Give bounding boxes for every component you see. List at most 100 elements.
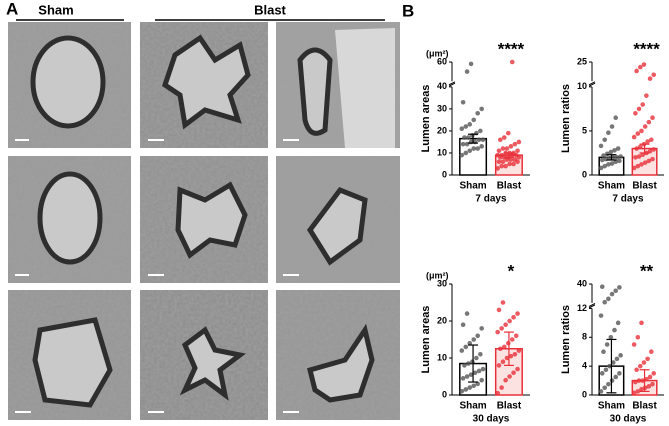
data-point (480, 137, 486, 143)
data-point (602, 385, 608, 391)
data-point (640, 152, 646, 158)
data-point (471, 146, 477, 151)
data-point (504, 355, 510, 361)
data-point (507, 374, 512, 379)
data-point (466, 135, 471, 140)
data-point (505, 340, 511, 346)
data-point (508, 144, 514, 149)
data-point (615, 320, 621, 326)
x-axis-label: 30 days (473, 414, 510, 425)
micrograph (8, 22, 131, 148)
data-point (479, 144, 484, 149)
data-point (475, 111, 481, 116)
data-point (471, 337, 477, 342)
y-tick-label: 25 (577, 56, 587, 66)
data-point (499, 152, 504, 158)
data-point (511, 161, 516, 167)
data-point (500, 146, 506, 151)
data-point (463, 387, 469, 392)
data-point (464, 69, 470, 74)
data-point (464, 311, 470, 316)
data-point (472, 370, 478, 376)
x-axis-label: 30 days (610, 414, 647, 425)
x-tick-label: Sham (598, 181, 625, 192)
data-point (460, 99, 466, 105)
y-axis-label: Lumen ratios (560, 305, 572, 374)
y-tick-label: 4 (582, 361, 587, 371)
micrograph (276, 290, 400, 420)
data-point (648, 349, 654, 355)
data-point (512, 141, 518, 147)
data-point (651, 147, 657, 152)
data-point (495, 390, 500, 396)
data-point (645, 139, 650, 144)
y-axis-label: Lumen ratios (560, 84, 572, 153)
data-point (478, 352, 483, 357)
y-tick-label: 30 (437, 278, 447, 288)
data-point (606, 381, 611, 387)
data-point (460, 322, 466, 328)
data-point (602, 299, 608, 305)
data-point (646, 119, 652, 125)
data-point (636, 378, 642, 383)
data-point (637, 64, 643, 70)
data-point (478, 128, 483, 134)
data-point (468, 61, 474, 67)
y-tick-label: 30 (437, 103, 447, 113)
data-point (499, 326, 504, 331)
data-point (467, 122, 473, 127)
data-point (607, 155, 612, 161)
data-point (609, 161, 615, 166)
axis-break (448, 82, 456, 87)
data-point (509, 59, 515, 65)
data-point (617, 285, 622, 290)
micrographs (8, 22, 400, 420)
data-point (617, 371, 622, 376)
data-point (609, 124, 615, 129)
data-point (636, 154, 642, 159)
data-point (459, 389, 465, 394)
data-point (598, 313, 604, 318)
data-point (603, 367, 609, 373)
data-point (610, 360, 616, 365)
data-point (647, 148, 653, 154)
axis-break (588, 82, 596, 87)
data-point (463, 124, 469, 129)
data-point (496, 307, 502, 313)
data-point (613, 288, 619, 294)
y-tick-label: 0 (442, 169, 447, 179)
data-point (503, 163, 508, 169)
data-point (613, 115, 619, 121)
data-point (467, 340, 473, 346)
y-tick-label: 40 (437, 81, 447, 91)
data-point (471, 383, 477, 389)
group-label: Blast (254, 2, 286, 17)
y-tick-label: 10 (437, 147, 447, 157)
x-axis-label: 7 days (612, 194, 644, 205)
data-point (635, 163, 641, 169)
x-tick-label: Blast (497, 401, 522, 412)
data-point (641, 360, 647, 365)
data-point (459, 348, 465, 353)
axis-break (588, 81, 596, 86)
data-point (503, 322, 508, 328)
data-point (635, 131, 641, 136)
y-tick-label: 8 (582, 332, 587, 342)
data-point (512, 352, 518, 357)
panel-label: B (402, 1, 414, 20)
data-point (650, 115, 655, 121)
data-point (507, 161, 512, 167)
data-point (501, 344, 507, 350)
data-point (645, 356, 650, 362)
data-point (647, 374, 653, 380)
data-point (468, 372, 474, 377)
data-point (635, 334, 641, 340)
data-point (476, 137, 482, 143)
data-point (498, 137, 503, 143)
data-point (515, 311, 520, 316)
y-axis-label: Lumen areas (420, 85, 432, 153)
data-point (609, 378, 615, 383)
data-point (599, 371, 605, 376)
data-point (475, 381, 481, 387)
data-point (606, 296, 611, 302)
